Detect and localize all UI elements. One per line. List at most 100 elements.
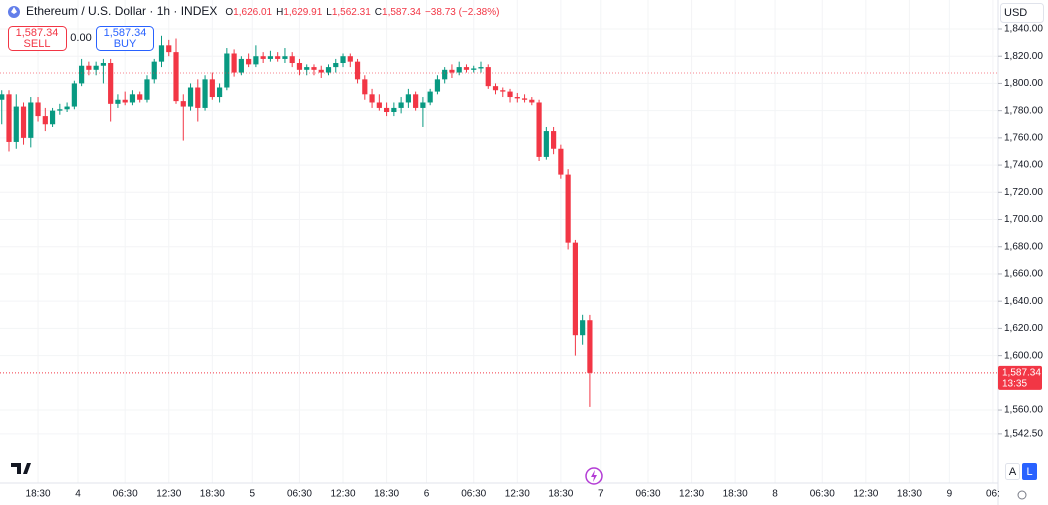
x-tick-label: 06:30 (287, 489, 312, 500)
candle-body (471, 68, 477, 70)
y-tick-label: 1,620.00 (1004, 323, 1043, 334)
candle-body (311, 67, 317, 70)
x-tick-label: 18:30 (200, 489, 225, 500)
candle-body (492, 86, 499, 91)
y-tick-label: 1,700.00 (1004, 214, 1043, 225)
price-label: 1,587.34 (1002, 367, 1041, 378)
scale-button[interactable]: L (1026, 466, 1032, 478)
y-tick-label: 1,820.00 (1004, 51, 1043, 62)
y-tick-label: 1,680.00 (1004, 241, 1043, 252)
candle-body (202, 79, 208, 108)
candle-body (137, 94, 143, 100)
scale-button-box[interactable] (1005, 463, 1020, 480)
candle-body (536, 102, 542, 157)
y-tick-label: 1,542.50 (1004, 429, 1043, 440)
y-tick-label: 1,840.00 (1004, 24, 1043, 35)
l-label: L (326, 7, 332, 18)
x-tick-label: 12:30 (156, 489, 181, 500)
candle-body (463, 67, 470, 70)
candle-body (64, 106, 70, 110)
sell-price[interactable]: 1,587.34 (16, 27, 59, 39)
currency[interactable]: USD (1004, 7, 1027, 19)
x-tick-label: 18:30 (548, 489, 573, 500)
candle-body (238, 58, 244, 73)
candle-body (253, 56, 259, 65)
sell-box[interactable] (8, 26, 67, 51)
y-tick-label: 1,600.00 (1004, 350, 1043, 361)
candle-body (383, 107, 390, 113)
buy-box[interactable] (96, 26, 154, 51)
y-tick-label: 1,780.00 (1004, 105, 1043, 116)
candle-body (158, 45, 165, 62)
candle-body (49, 110, 56, 125)
y-tick-label: 1,800.00 (1004, 78, 1043, 89)
candle-body (180, 101, 186, 107)
candle-body (340, 56, 346, 64)
candle-body (369, 94, 375, 103)
candle-body (296, 63, 303, 70)
candle-body (572, 242, 578, 336)
candle-body (354, 61, 361, 80)
spread: 0.00 (70, 32, 91, 44)
logo[interactable] (11, 463, 31, 474)
candle-body (485, 67, 491, 87)
candle-body (558, 148, 564, 175)
candle-body (318, 69, 324, 73)
events-icon-glyph[interactable] (591, 470, 597, 482)
candle-body (100, 63, 107, 66)
x-tick-label: 6 (424, 489, 430, 500)
change: −38.73 (−2.38%) (425, 7, 500, 18)
x-tick-label: 12:30 (505, 489, 530, 500)
x-tick-label: 8 (772, 489, 778, 500)
candle-body (456, 67, 462, 73)
candle-body (275, 56, 281, 59)
candle-body (173, 52, 179, 102)
x-tick-label: 06:30 (461, 489, 486, 500)
scale-button-box[interactable] (1022, 463, 1037, 480)
candle-body (376, 102, 382, 108)
candle-body (398, 102, 404, 108)
candle-body (28, 102, 34, 138)
buy-button[interactable]: 1,587.34 BUY (96, 26, 154, 51)
candle-body (449, 69, 455, 73)
x-tick-label: 5 (249, 489, 255, 500)
close: 1,587.34 (382, 7, 421, 18)
candle-body (13, 106, 19, 142)
currency-box[interactable] (1000, 3, 1044, 23)
candle-body (413, 94, 419, 108)
sell-button[interactable]: 1,587.34 SELL (8, 26, 67, 51)
y-tick-label: 1,660.00 (1004, 269, 1043, 280)
buy-price[interactable]: 1,587.34 (104, 27, 147, 39)
candle-body (260, 56, 266, 59)
buy-label[interactable]: BUY (114, 38, 137, 50)
candle-body (209, 79, 215, 98)
candle-body (231, 53, 237, 73)
candle-body (529, 99, 535, 103)
y-tick-label: 1,740.00 (1004, 160, 1043, 171)
candle-body (565, 174, 571, 243)
x-tick-label: 9 (947, 489, 953, 500)
candle-body (325, 67, 332, 73)
candle-body (500, 90, 506, 92)
candle-body (71, 83, 77, 107)
scale-button[interactable]: A (1009, 466, 1017, 478)
candle-body (187, 87, 194, 107)
symbol-icon-glyph (11, 7, 17, 14)
low: 1,562.31 (332, 7, 371, 18)
candle-body (35, 102, 41, 117)
candle-body (514, 97, 520, 99)
open: 1,626.01 (233, 7, 272, 18)
candle-body (122, 99, 128, 103)
candles (0, 35, 998, 407)
sell-label[interactable]: SELL (24, 38, 51, 50)
settings-icon[interactable] (1017, 490, 1027, 500)
candle-body (6, 94, 12, 142)
candle-body (333, 63, 339, 68)
candle-body (42, 116, 48, 125)
candle-body (420, 102, 426, 108)
x-tick-label: 06:30 (810, 489, 835, 500)
candle-body (587, 320, 593, 373)
x-tick-label: 18:30 (26, 489, 51, 500)
candle-body (108, 63, 114, 104)
